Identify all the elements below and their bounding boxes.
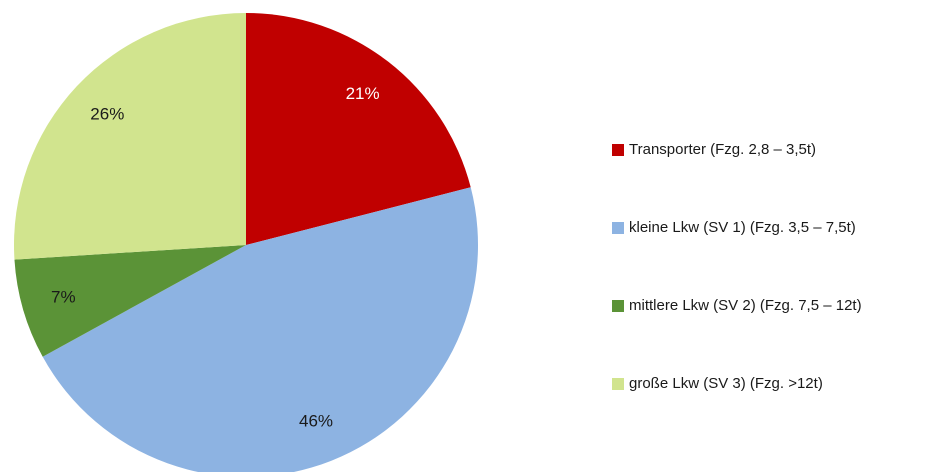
slice-label: 26% — [90, 104, 124, 123]
legend-swatch — [612, 222, 624, 234]
slice-label: 46% — [299, 411, 333, 430]
pie-slice — [13, 13, 246, 260]
pie-slice — [42, 187, 478, 472]
legend-label: mittlere Lkw (SV 2) (Fzg. 7,5 – 12t) — [629, 297, 862, 314]
legend-swatch — [612, 378, 624, 390]
legend-swatch — [612, 144, 624, 156]
slice-label: 21% — [346, 84, 380, 103]
legend-swatch — [612, 300, 624, 312]
slice-label: 7% — [51, 288, 76, 307]
legend-label: große Lkw (SV 3) (Fzg. >12t) — [629, 375, 823, 392]
legend-label: Transporter (Fzg. 2,8 – 3,5t) — [629, 141, 816, 158]
pie-slice — [14, 245, 247, 357]
legend-label: kleine Lkw (SV 1) (Fzg. 3,5 – 7,5t) — [629, 219, 856, 236]
pie-slice — [246, 13, 471, 245]
